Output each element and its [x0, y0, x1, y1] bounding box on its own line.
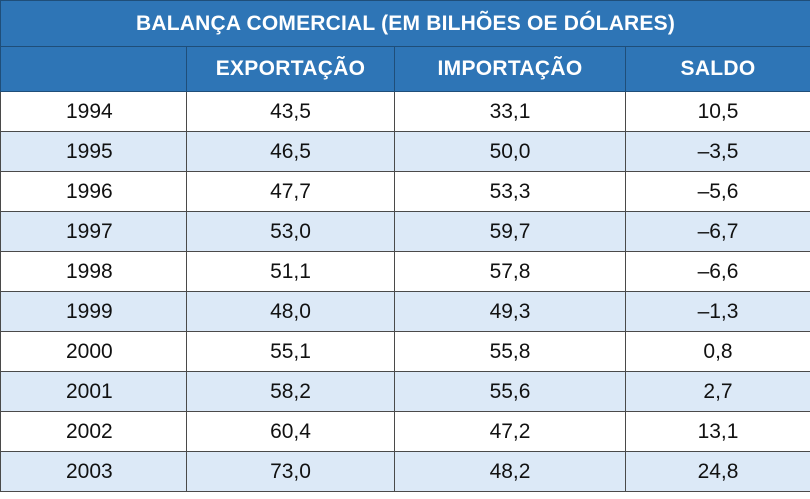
export-cell: 73,0	[186, 451, 395, 492]
table-row: 2002 60,4 47,2 13,1	[0, 411, 810, 452]
import-cell: 53,3	[394, 171, 626, 212]
table-row: 1999 48,0 49,3 –1,3	[0, 291, 810, 332]
export-cell: 43,5	[186, 91, 395, 132]
saldo-cell: 24,8	[624, 451, 810, 492]
saldo-cell: –6,7	[624, 211, 810, 252]
year-cell: 2001	[0, 371, 187, 412]
saldo-cell: –6,6	[624, 251, 810, 292]
table-row: 1994 43,5 33,1 10,5	[0, 91, 810, 132]
year-cell: 1998	[0, 251, 187, 292]
table-row: 1996 47,7 53,3 –5,6	[0, 171, 810, 212]
year-cell: 2000	[0, 331, 187, 372]
year-cell: 2002	[0, 411, 187, 452]
import-cell: 47,2	[394, 411, 626, 452]
column-header-row: EXPORTAÇÃO IMPORTAÇÃO SALDO	[0, 46, 810, 92]
year-cell: 1996	[0, 171, 187, 212]
saldo-cell: 2,7	[624, 371, 810, 412]
table-row: 2001 58,2 55,6 2,7	[0, 371, 810, 412]
year-cell: 2003	[0, 451, 187, 492]
year-cell: 1997	[0, 211, 187, 252]
saldo-cell: 0,8	[624, 331, 810, 372]
saldo-cell: 10,5	[624, 91, 810, 132]
table-row: 2000 55,1 55,8 0,8	[0, 331, 810, 372]
column-header-year	[0, 46, 187, 92]
year-cell: 1995	[0, 131, 187, 172]
table-title: BALANÇA COMERCIAL (EM BILHÕES OE DÓLARES…	[0, 0, 810, 47]
saldo-cell: –3,5	[624, 131, 810, 172]
column-header-import: IMPORTAÇÃO	[394, 46, 626, 92]
import-cell: 55,8	[394, 331, 626, 372]
export-cell: 46,5	[186, 131, 395, 172]
export-cell: 51,1	[186, 251, 395, 292]
import-cell: 55,6	[394, 371, 626, 412]
saldo-cell: 13,1	[624, 411, 810, 452]
column-header-export: EXPORTAÇÃO	[186, 46, 395, 92]
table-row: 1998 51,1 57,8 –6,6	[0, 251, 810, 292]
import-cell: 49,3	[394, 291, 626, 332]
import-cell: 50,0	[394, 131, 626, 172]
export-cell: 55,1	[186, 331, 395, 372]
saldo-cell: –5,6	[624, 171, 810, 212]
import-cell: 33,1	[394, 91, 626, 132]
export-cell: 58,2	[186, 371, 395, 412]
export-cell: 60,4	[186, 411, 395, 452]
import-cell: 57,8	[394, 251, 626, 292]
table-row: 2003 73,0 48,2 24,8	[0, 451, 810, 492]
export-cell: 48,0	[186, 291, 395, 332]
table-row: 1995 46,5 50,0 –3,5	[0, 131, 810, 172]
saldo-cell: –1,3	[624, 291, 810, 332]
year-cell: 1994	[0, 91, 187, 132]
export-cell: 47,7	[186, 171, 395, 212]
table-row: 1997 53,0 59,7 –6,7	[0, 211, 810, 252]
export-cell: 53,0	[186, 211, 395, 252]
column-header-saldo: SALDO	[624, 46, 810, 92]
import-cell: 48,2	[394, 451, 626, 492]
import-cell: 59,7	[394, 211, 626, 252]
year-cell: 1999	[0, 291, 187, 332]
